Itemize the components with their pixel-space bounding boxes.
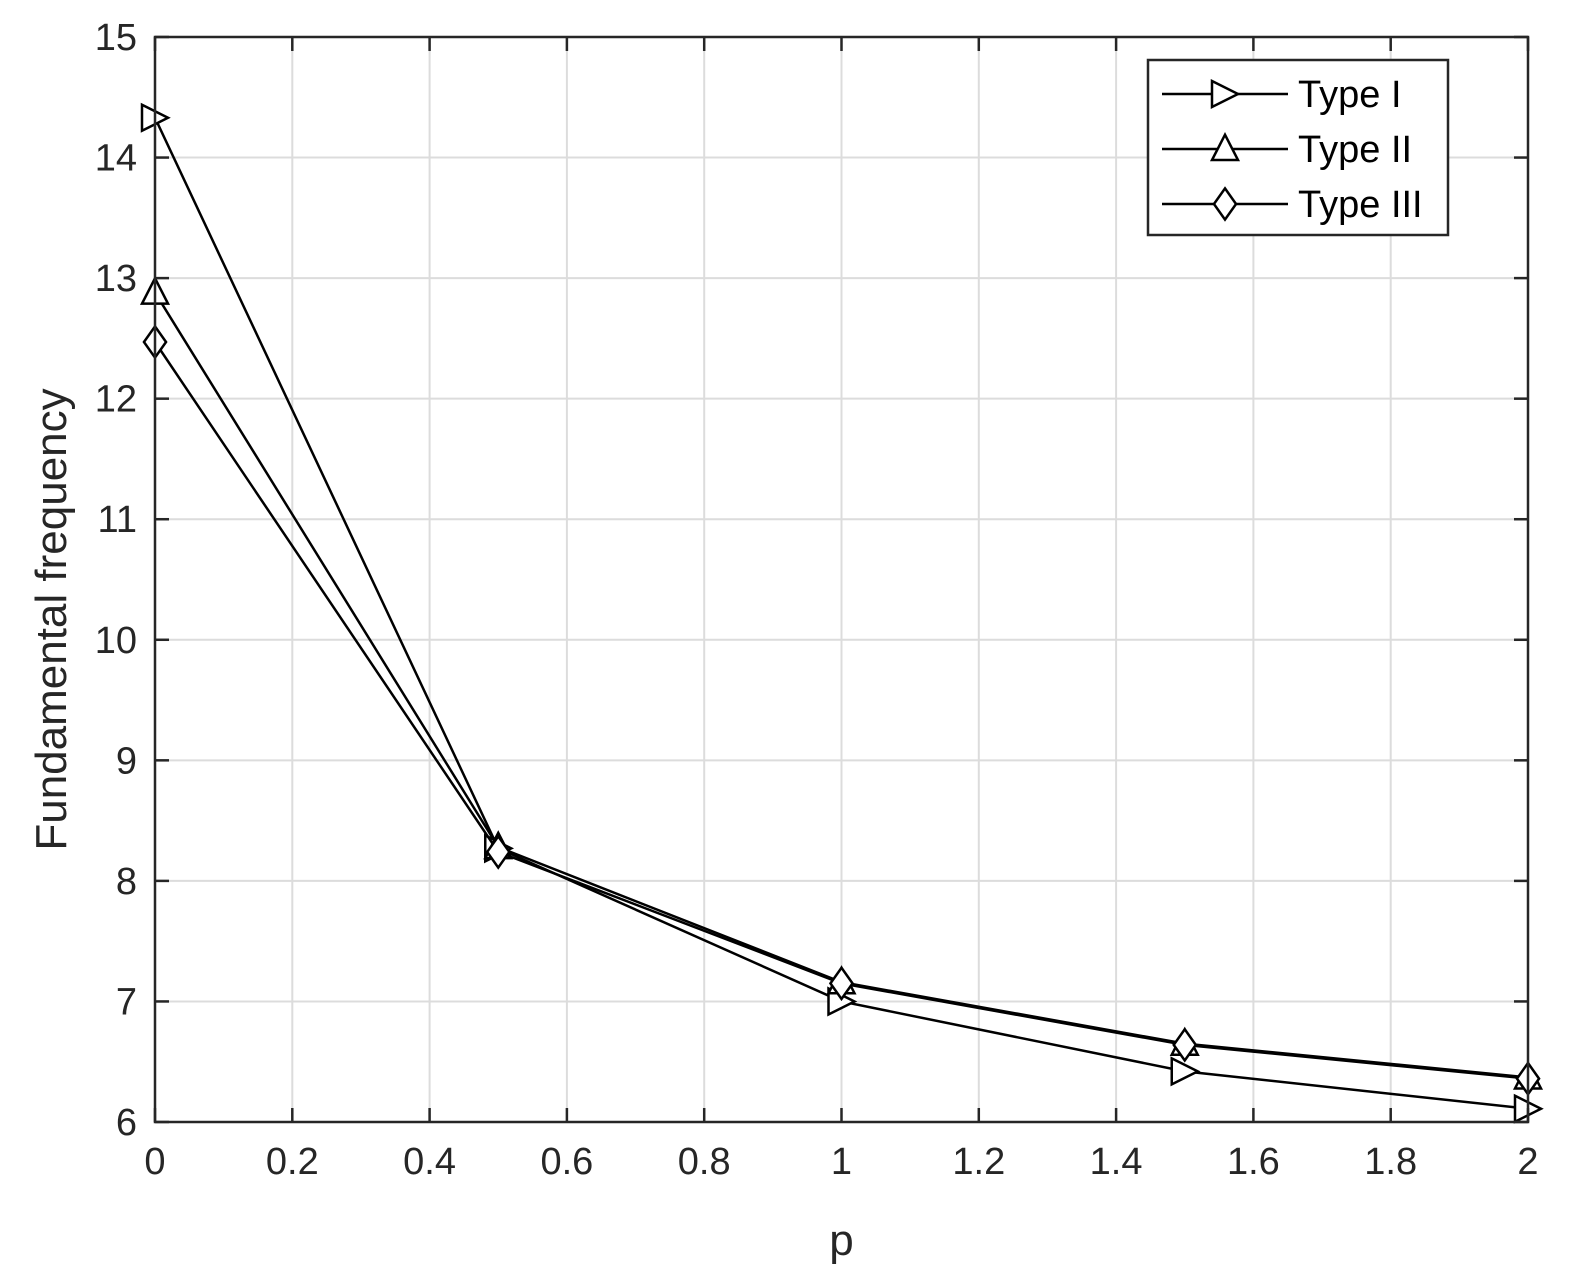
y-tick-label: 14 [95, 138, 137, 180]
legend-box [1146, 58, 1450, 237]
y-tick-label: 13 [95, 258, 137, 300]
series-3 [142, 324, 1541, 1097]
y-axis-title: Fundamental frequency [27, 388, 76, 850]
data-point [828, 965, 855, 1002]
axis-ticks: 0 0.2 0.4 0.6 0.8 1 1.2 1.4 1.6 1.8 2 6 7 8 9 10 11 12 13 1… [95, 17, 1539, 1183]
x-tick-label: 0.2 [266, 1141, 319, 1183]
legend-label: Type III [1298, 184, 1423, 226]
y-tick-label: 11 [98, 499, 137, 541]
legend-label: Type I [1298, 74, 1402, 116]
x-tick-label: 1.2 [952, 1141, 1005, 1183]
plot-area [139, 102, 1544, 1124]
y-tick-label: 15 [95, 17, 137, 59]
x-tick-label: 1 [831, 1141, 852, 1183]
legend: Type I Type II Type III [1146, 58, 1450, 237]
x-axis-title: p [829, 1216, 853, 1265]
x-tick-label: 1.4 [1090, 1141, 1143, 1183]
x-tick-label: 0.8 [678, 1141, 731, 1183]
legend-marker [1209, 131, 1241, 162]
legend-marker [1210, 78, 1241, 110]
x-tick-label: 1.8 [1364, 1141, 1417, 1183]
y-tick-label: 9 [116, 740, 137, 782]
y-tick-label: 10 [95, 620, 137, 662]
legend-label: Type II [1298, 129, 1412, 171]
x-tick-label: 0 [144, 1141, 165, 1183]
y-tick-label: 8 [116, 861, 137, 903]
data-point [485, 834, 511, 870]
y-tick-label: 12 [95, 379, 137, 421]
x-tick-label: 2 [1517, 1141, 1538, 1183]
y-tick-label: 7 [116, 981, 137, 1023]
x-tick-label: 0.4 [403, 1141, 456, 1183]
data-point [1170, 1056, 1201, 1087]
legend-marker [1212, 186, 1238, 222]
y-tick-label: 6 [116, 1102, 137, 1144]
data-point [1172, 1027, 1198, 1063]
x-tick-label: 1.6 [1227, 1141, 1280, 1183]
x-tick-label: 0.6 [540, 1141, 593, 1183]
